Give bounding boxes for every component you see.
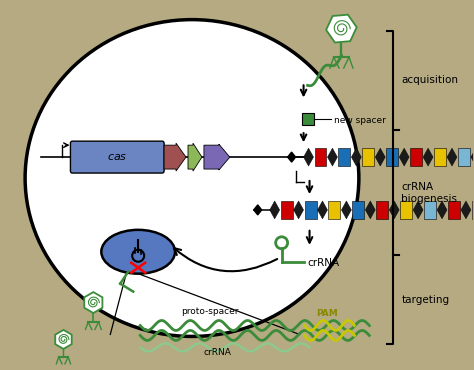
Polygon shape (84, 292, 102, 313)
Bar (328, 201, 340, 219)
Polygon shape (375, 148, 385, 166)
Polygon shape (328, 148, 337, 166)
FancyBboxPatch shape (71, 141, 164, 173)
Bar (376, 201, 388, 219)
Polygon shape (318, 201, 328, 219)
Polygon shape (437, 201, 447, 219)
Bar (424, 201, 436, 219)
Text: new spacer: new spacer (335, 116, 386, 125)
Text: crRNA
biogenesis: crRNA biogenesis (401, 182, 457, 204)
Polygon shape (423, 148, 433, 166)
FancyArrow shape (164, 143, 186, 171)
Polygon shape (389, 201, 399, 219)
Bar (434, 148, 446, 166)
Text: proto-spacer: proto-spacer (181, 306, 239, 316)
FancyArrow shape (188, 143, 202, 171)
Polygon shape (288, 152, 296, 162)
Ellipse shape (101, 230, 175, 274)
Bar (305, 201, 317, 219)
Bar (400, 201, 412, 219)
Polygon shape (254, 205, 262, 215)
Polygon shape (365, 201, 375, 219)
Bar (281, 201, 292, 219)
Text: $\it{cas}$: $\it{cas}$ (107, 152, 128, 162)
Polygon shape (351, 148, 361, 166)
Bar (301, 113, 313, 125)
Polygon shape (270, 201, 280, 219)
Text: crRNA: crRNA (204, 348, 232, 357)
Polygon shape (341, 201, 351, 219)
Bar (315, 148, 327, 166)
Bar (352, 201, 365, 219)
Polygon shape (471, 148, 474, 166)
Bar (362, 148, 374, 166)
Bar (386, 148, 398, 166)
Polygon shape (303, 148, 313, 166)
Text: PAM: PAM (317, 309, 338, 317)
Text: crRNA: crRNA (308, 258, 340, 268)
Bar (448, 201, 460, 219)
Bar (472, 201, 474, 219)
FancyArrow shape (204, 144, 230, 170)
FancyArrowPatch shape (174, 248, 277, 271)
Bar (338, 148, 350, 166)
Bar (410, 148, 422, 166)
Bar (458, 148, 470, 166)
Polygon shape (293, 201, 303, 219)
Polygon shape (326, 15, 357, 43)
Polygon shape (413, 201, 423, 219)
Ellipse shape (25, 20, 359, 336)
Text: targeting: targeting (401, 295, 449, 305)
Polygon shape (55, 330, 72, 349)
Text: acquisition: acquisition (401, 75, 458, 85)
Polygon shape (461, 201, 471, 219)
Polygon shape (399, 148, 409, 166)
Polygon shape (447, 148, 457, 166)
